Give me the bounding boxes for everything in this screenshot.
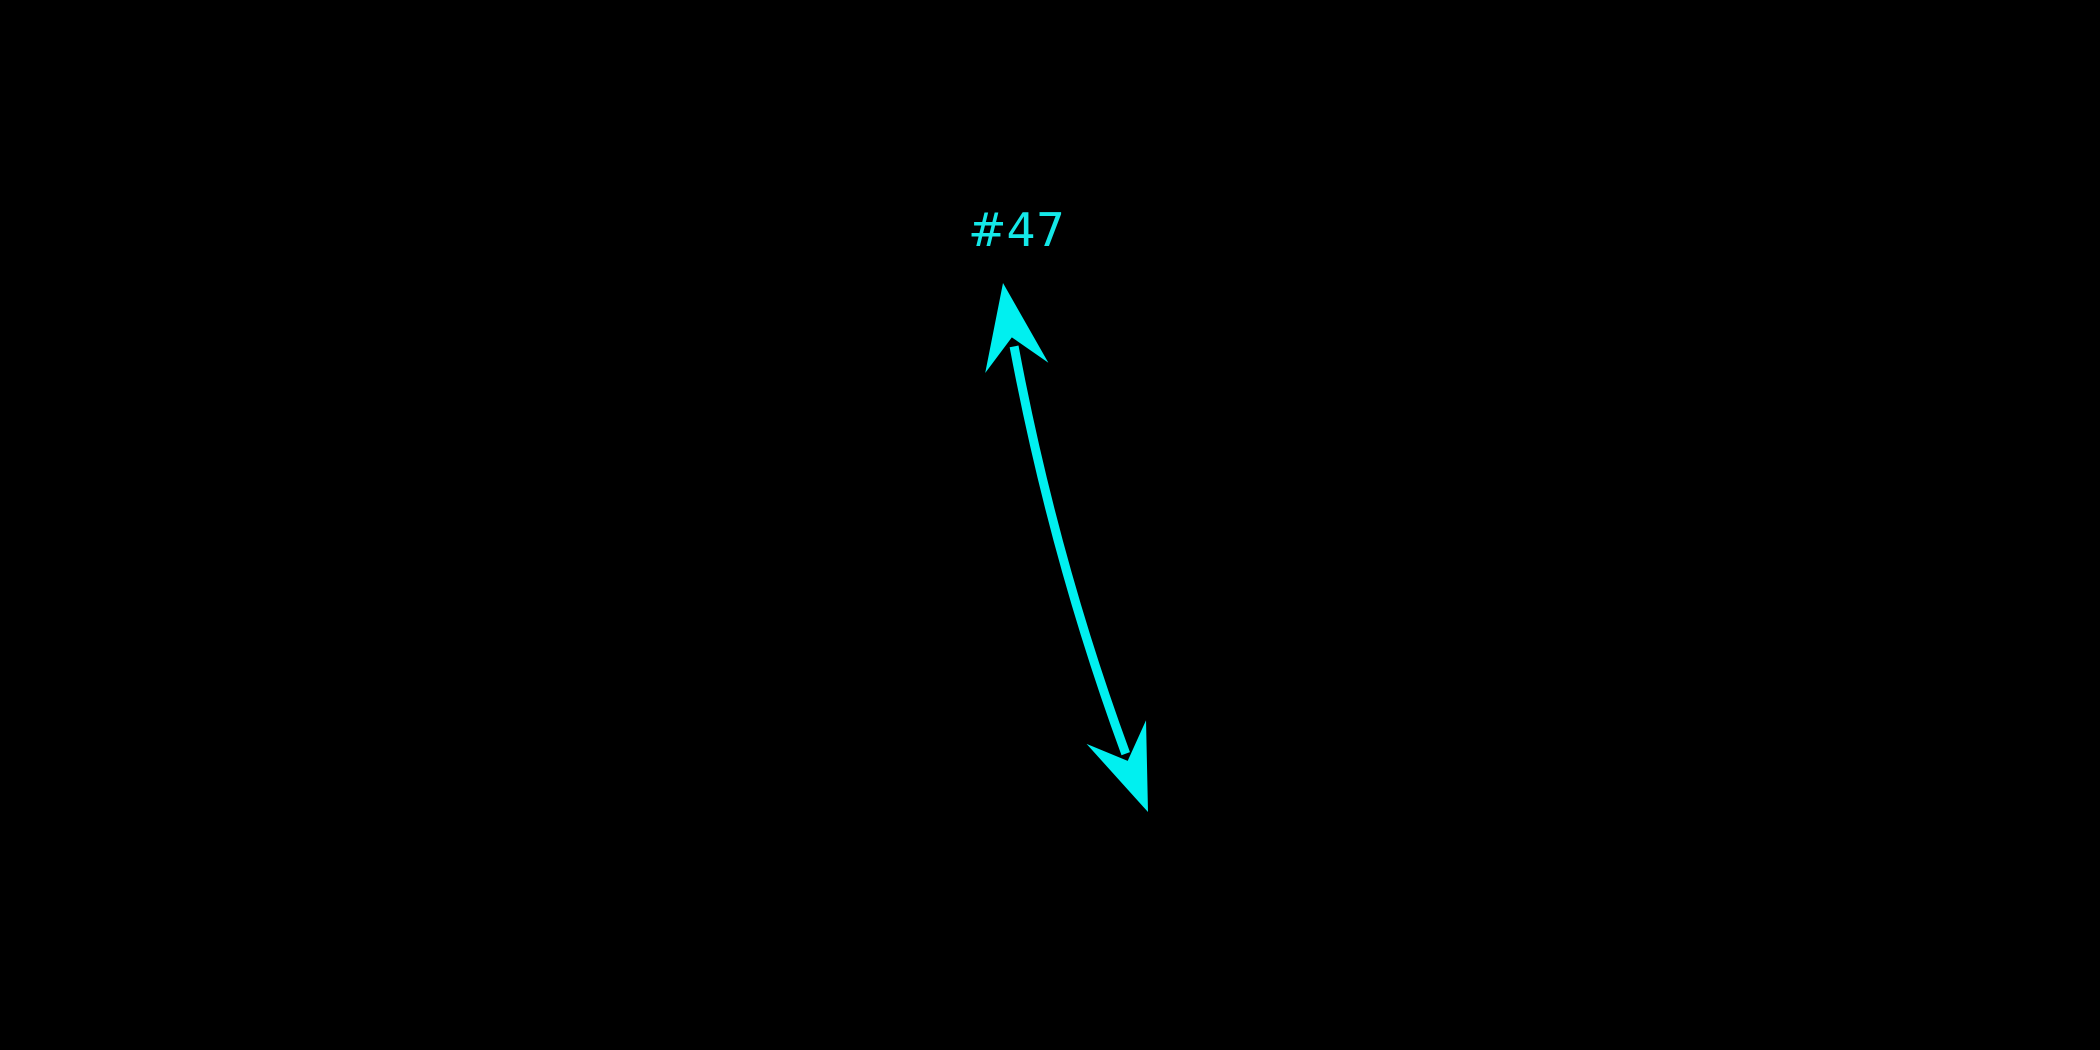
arrow-label: #47: [968, 203, 1065, 257]
arrowhead-end-icon: [1086, 720, 1148, 812]
arrow-shaft: [1009, 345, 1130, 756]
arrowhead-start-icon: [985, 283, 1049, 374]
